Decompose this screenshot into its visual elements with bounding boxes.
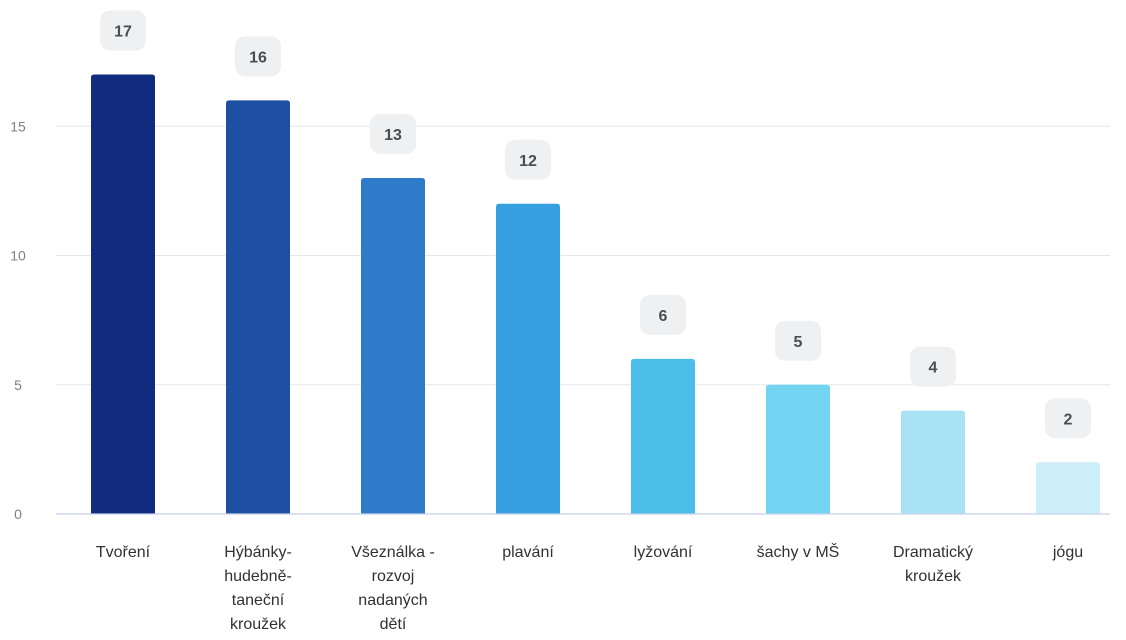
bar-1[interactable] — [91, 74, 155, 515]
y-tick-label: 0 — [14, 506, 22, 522]
data-label-badge — [100, 10, 146, 51]
data-label-5: 6 — [640, 294, 686, 335]
x-tick-label-line: Tvoření — [96, 544, 151, 561]
x-tick-label: plavání — [502, 544, 554, 561]
data-label-8: 2 — [1045, 398, 1091, 439]
data-label-badge — [775, 320, 821, 361]
data-label-badge — [1045, 398, 1091, 439]
x-tick-label-line: taneční — [232, 592, 285, 609]
y-tick-label: 5 — [14, 377, 22, 393]
bar-2[interactable] — [226, 100, 290, 515]
x-tick-label-line: šachy v MŠ — [757, 542, 840, 561]
x-tick-label-line: Dramatický — [893, 544, 973, 561]
gridlines — [56, 125, 1110, 386]
data-label-badge — [235, 36, 281, 77]
x-tick-label-line: nadaných — [358, 592, 427, 609]
data-label-value: 6 — [659, 308, 668, 325]
bar-7[interactable] — [901, 410, 965, 514]
data-label-value: 2 — [1064, 411, 1073, 428]
x-tick-label-line: Všeználka - — [351, 544, 435, 561]
x-tick-label: Hýbánky-hudebně-taneční kroužek — [224, 544, 292, 633]
x-tick-label-line: lyžování — [634, 544, 693, 561]
x-tick-label-line: hudebně- — [224, 568, 292, 585]
bar-3[interactable] — [361, 177, 425, 514]
data-labels: 17 16 13 12 6 5 4 2 — [100, 10, 1091, 439]
x-tick-label-line: kroužek — [230, 616, 287, 633]
x-tick-label: šachy v MŠ — [757, 542, 840, 561]
data-label-7: 4 — [910, 346, 956, 387]
data-label-4: 12 — [505, 139, 551, 180]
data-label-1: 17 — [100, 10, 146, 51]
data-label-badge — [640, 294, 686, 335]
data-label-2: 16 — [235, 36, 281, 77]
data-label-badge — [910, 346, 956, 387]
data-label-value: 16 — [249, 49, 267, 66]
data-label-value: 5 — [794, 334, 803, 351]
bar-8[interactable] — [1036, 462, 1100, 514]
y-tick-label: 10 — [10, 248, 26, 264]
data-label-value: 17 — [114, 24, 132, 41]
x-tick-label-line: dětí — [380, 616, 407, 633]
data-label-3: 13 — [370, 113, 416, 154]
axes: 0 5 10 15 Tvoření Hýbánky-hudebně-taneční krou… — [10, 118, 1110, 633]
x-tick-label-line: jógu — [1052, 544, 1083, 561]
bars — [91, 74, 1100, 515]
y-tick-label: 15 — [10, 118, 26, 134]
x-tick-label-line: kroužek — [905, 568, 962, 585]
bar-5[interactable] — [631, 358, 695, 514]
data-label-6: 5 — [775, 320, 821, 361]
data-label-value: 4 — [929, 360, 938, 377]
data-label-value: 12 — [519, 153, 537, 170]
x-tick-label: jógu — [1052, 544, 1083, 561]
x-tick-label-line: plavání — [502, 544, 554, 561]
x-tick-label-line: rozvoj — [372, 568, 415, 585]
data-label-badge — [505, 139, 551, 180]
x-tick-label: Všeználka - rozvoj nadaných dětí — [351, 544, 435, 633]
data-label-value: 13 — [384, 127, 402, 144]
x-tick-label: Tvoření — [96, 544, 151, 561]
x-tick-label: lyžování — [634, 544, 693, 561]
bar-6[interactable] — [766, 384, 830, 514]
x-tick-label: Dramatický kroužek — [893, 544, 973, 585]
data-label-badge — [370, 113, 416, 154]
x-tick-label-line: Hýbánky- — [224, 544, 292, 561]
bar-4[interactable] — [496, 203, 560, 515]
